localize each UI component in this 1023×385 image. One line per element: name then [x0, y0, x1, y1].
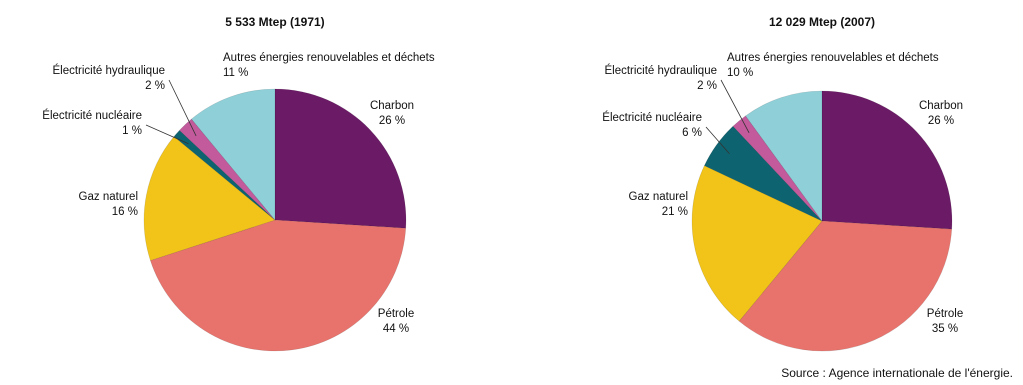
slice-value-label: 2 %: [697, 80, 717, 92]
leader-line: [145, 124, 189, 145]
pie-slice-autres-energies-renouvelables-et-dechets: [191, 88, 276, 221]
pie-slice-gaz-naturel: [691, 165, 823, 322]
slice-label-gaz-naturel: Gaz naturel 21 %: [629, 191, 688, 218]
slice-label-electricite-nucleaire: Électricité nucléaire 6 %: [602, 111, 702, 139]
slice-label-autres-energies-renouvelables-et-dechets: Autres énergies renouvelables et déchets…: [223, 52, 435, 79]
slice-value-label: 11 %: [223, 67, 248, 79]
slice-value-label: 26 %: [379, 115, 405, 127]
pie-slice-electricite-nucleaire: [173, 129, 276, 221]
slice-label-electricite-hydraulique: Électricité hydraulique 2 %: [604, 64, 717, 92]
slice-label-electricite-nucleaire: Électricité nucléaire 1 %: [42, 109, 142, 137]
pie-slice-electricite-hydraulique: [732, 115, 823, 222]
pie-slice-charbon: [821, 90, 953, 230]
slice-value-label: 16 %: [112, 206, 138, 218]
pie-slice-petrole: [150, 219, 407, 352]
pie-slice-gaz-naturel: [143, 136, 276, 261]
slice-value-label: 10 %: [727, 67, 753, 79]
pie-slice-electricite-hydraulique: [179, 118, 276, 221]
pie-chart-2007: 12 029 Mtep (2007) Charbon 26 % Pétrole 35 %…: [602, 15, 963, 352]
slice-value-label: 26 %: [928, 115, 954, 127]
slice-value-label: 2 %: [145, 80, 165, 92]
pie-slice-charbon: [274, 88, 407, 229]
slice-value-label: 44 %: [383, 323, 409, 335]
pie-slice-petrole: [738, 220, 953, 352]
slice-label-autres-energies-renouvelables-et-dechets: Autres énergies renouvelables et déchets…: [727, 52, 939, 79]
pie-slice-autres-energies-renouvelables-et-dechets: [745, 90, 823, 222]
leader-line: [168, 79, 197, 137]
slice-label-electricite-hydraulique: Électricité hydraulique 2 %: [52, 64, 165, 92]
leader-line: [705, 126, 730, 155]
slice-label-charbon: Charbon 26 %: [370, 100, 414, 127]
slice-label-charbon: Charbon 26 %: [919, 100, 963, 127]
slice-label-petrole: Pétrole 35 %: [927, 308, 963, 335]
slice-value-label: 6 %: [682, 127, 702, 139]
slice-value-label: 1 %: [122, 125, 142, 137]
slice-value-label: 35 %: [932, 323, 958, 335]
chart-title: 5 533 Mtep (1971): [225, 15, 324, 29]
slice-value-label: 21 %: [662, 206, 688, 218]
slice-label-petrole: Pétrole 44 %: [378, 308, 414, 335]
leader-line: [720, 79, 750, 134]
chart-title: 12 029 Mtep (2007): [769, 15, 875, 29]
pie-slice-electricite-nucleaire: [703, 125, 823, 222]
slice-label-gaz-naturel: Gaz naturel 16 %: [79, 191, 138, 218]
source-note: Source : Agence internationale de l'éner…: [781, 366, 1013, 380]
pie-chart-1971: 5 533 Mtep (1971) Charbon 26 % Pétrole 44 % G…: [42, 15, 435, 352]
